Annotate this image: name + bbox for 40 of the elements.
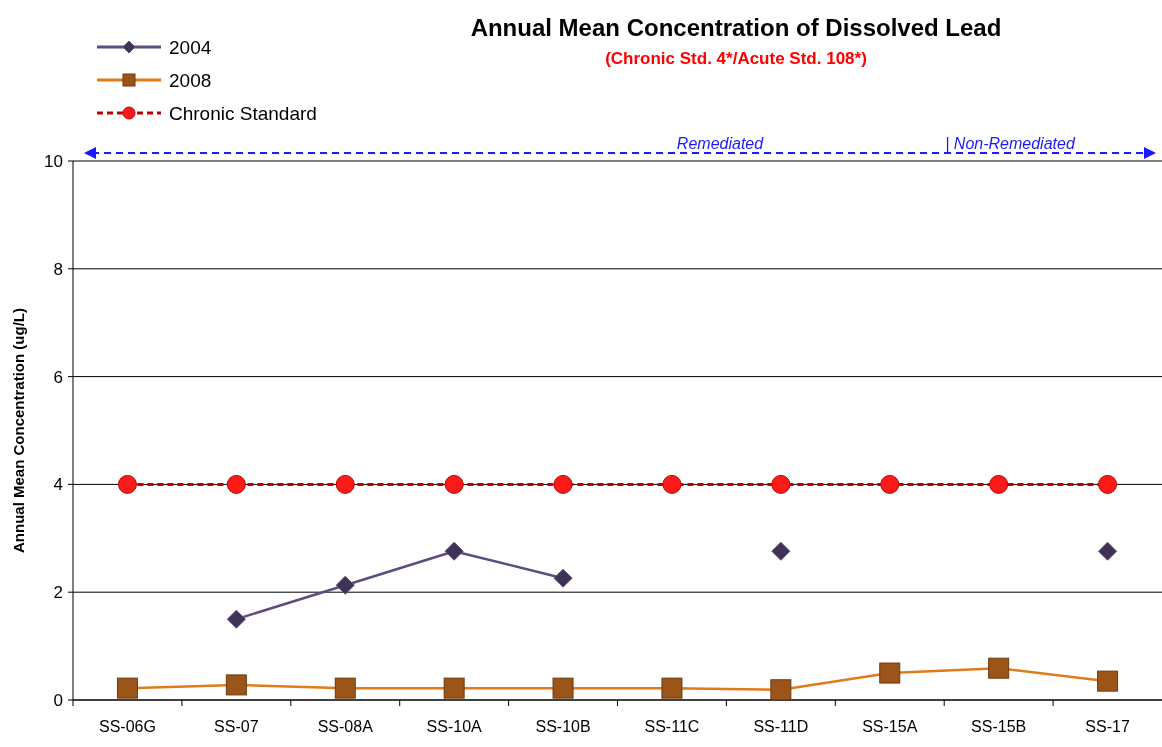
x-tick-label: SS-17 xyxy=(1085,718,1130,735)
x-tick-label: SS-10A xyxy=(426,718,483,735)
point xyxy=(880,474,900,494)
point xyxy=(444,541,464,561)
point xyxy=(335,474,355,494)
point xyxy=(117,474,137,494)
y-tick-label: 0 xyxy=(53,691,63,710)
legend-label: 2004 xyxy=(169,37,212,58)
point xyxy=(771,541,791,561)
x-tick-label: SS-15A xyxy=(862,718,918,735)
x-tick-label: SS-15B xyxy=(971,718,1027,735)
point xyxy=(989,474,1009,494)
chart-subtitle: (Chronic Std. 4*/Acute Std. 108*) xyxy=(605,49,867,68)
y-axis-title: Annual Mean Concentration (ug/L) xyxy=(10,308,27,553)
x-tick-label: SS-06G xyxy=(98,718,156,735)
text: | Non-Remediated xyxy=(945,135,1076,152)
point xyxy=(1098,541,1118,561)
point xyxy=(771,474,791,494)
point xyxy=(444,474,464,494)
y-tick-label: 6 xyxy=(53,367,63,387)
text: Remediated xyxy=(676,135,765,152)
chart-title: Annual Mean Concentration of Dissolved Lead xyxy=(470,14,1002,41)
y-tick-label: 10 xyxy=(44,152,63,171)
legend-label: Chronic Standard xyxy=(169,103,317,124)
legend-label: 2008 xyxy=(169,70,212,91)
point xyxy=(662,474,682,494)
point xyxy=(1098,474,1118,494)
x-tick-label: SS-08A xyxy=(317,718,374,735)
point xyxy=(226,609,246,629)
x-tick-label: SS-10B xyxy=(535,718,591,735)
y-tick-label: 4 xyxy=(53,475,63,495)
point xyxy=(553,568,573,588)
point xyxy=(335,575,355,595)
point xyxy=(553,474,573,494)
x-tick-label: SS-11D xyxy=(753,718,809,735)
y-tick-label: 8 xyxy=(53,259,63,279)
x-tick-label: SS-07 xyxy=(214,718,259,735)
y-tick-label: 2 xyxy=(53,583,63,603)
point xyxy=(226,474,246,494)
x-tick-label: SS-11C xyxy=(644,718,700,735)
